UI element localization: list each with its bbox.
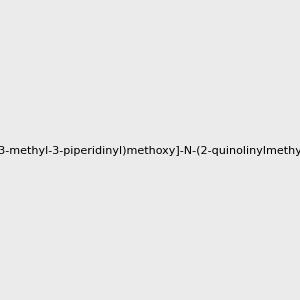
Text: N-methyl-6-[(3-methyl-3-piperidinyl)methoxy]-N-(2-quinolinylmethyl)nicotinamide: N-methyl-6-[(3-methyl-3-piperidinyl)meth… [0, 146, 300, 157]
